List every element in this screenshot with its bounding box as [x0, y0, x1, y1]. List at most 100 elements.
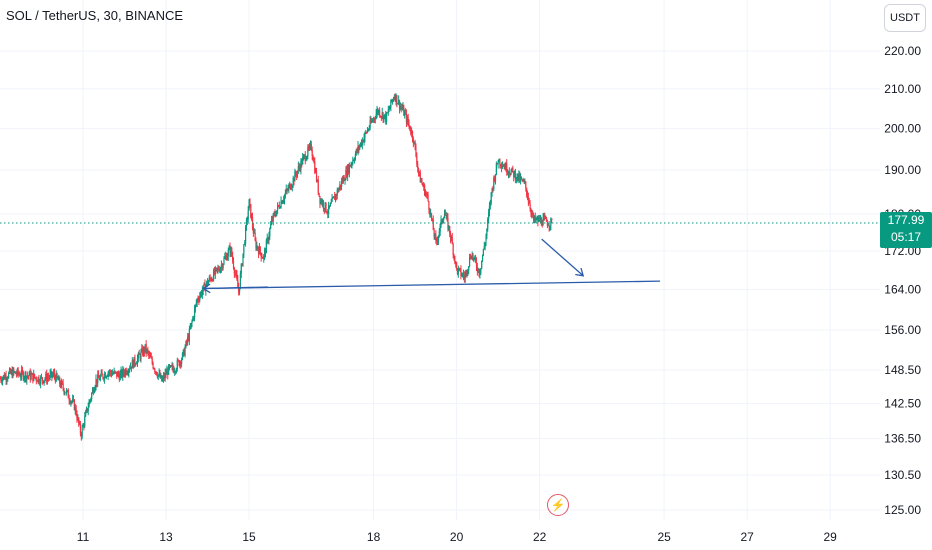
- candle-body: [104, 373, 107, 378]
- candle-body: [265, 240, 267, 254]
- candle-body: [167, 370, 169, 375]
- candle-body: [537, 217, 539, 222]
- candle-body: [245, 220, 248, 227]
- candle-body: [77, 417, 79, 420]
- candle-body: [545, 217, 547, 219]
- candle-body: [42, 380, 44, 383]
- candle-body: [106, 376, 108, 377]
- candle-body: [424, 192, 427, 196]
- candle-body: [23, 377, 25, 380]
- candle-body: [545, 217, 548, 222]
- candle-body: [212, 279, 214, 281]
- time-axis[interactable]: 11 13 15 18 20 22 25 27 29: [77, 530, 837, 544]
- candle-body: [4, 375, 6, 380]
- candle-body: [126, 372, 128, 374]
- candle-body: [515, 178, 517, 181]
- candle-body: [448, 226, 450, 230]
- candle-body: [411, 131, 414, 139]
- candle-body: [199, 296, 201, 301]
- candle-body: [465, 270, 467, 275]
- candle-body: [332, 197, 334, 199]
- candle-body: [264, 250, 266, 256]
- candle-body: [249, 199, 251, 205]
- candle-body: [422, 183, 424, 187]
- candle-body: [297, 166, 299, 171]
- candle-body: [278, 205, 280, 208]
- candle-body: [391, 99, 393, 102]
- candle-body: [85, 408, 88, 412]
- candle-body: [219, 268, 222, 272]
- candle-body: [392, 99, 394, 102]
- candle-body: [307, 147, 309, 157]
- candle-body: [232, 255, 234, 261]
- candle-body: [380, 116, 382, 118]
- candle-body: [110, 370, 112, 373]
- candle-body: [124, 369, 126, 375]
- currency-button[interactable]: USDT: [884, 4, 926, 32]
- candle-body: [430, 212, 432, 215]
- candle-body: [109, 370, 111, 373]
- candle-body: [79, 423, 82, 434]
- candle-body: [166, 370, 168, 375]
- candle-body: [446, 215, 448, 218]
- candle-body: [512, 167, 514, 172]
- candle-body: [239, 273, 242, 289]
- candle-body: [546, 221, 549, 226]
- candle-body: [213, 270, 215, 281]
- candle-body: [443, 217, 445, 221]
- candle-body: [2, 375, 5, 379]
- lightning-icon[interactable]: ⚡: [547, 494, 569, 516]
- candle-body: [72, 399, 75, 401]
- candle-body: [198, 300, 200, 301]
- candle-body: [507, 172, 509, 174]
- candle-body: [62, 383, 64, 389]
- candle-body: [490, 192, 492, 204]
- candle-body: [424, 185, 426, 196]
- candle-body: [412, 138, 414, 144]
- candle-body: [398, 100, 401, 109]
- candle-body: [258, 246, 261, 255]
- candle-body: [302, 155, 305, 158]
- candle-body: [467, 270, 469, 274]
- candle-body: [43, 380, 45, 383]
- candle-body: [91, 389, 94, 394]
- candle-body: [313, 161, 315, 162]
- candle-body: [520, 177, 523, 179]
- candle-body: [76, 414, 78, 420]
- candle-body: [165, 372, 167, 375]
- candle-body: [216, 267, 218, 270]
- candle-body: [548, 225, 550, 227]
- candle-body: [486, 228, 488, 237]
- candle-body: [305, 159, 307, 161]
- candle-body: [123, 373, 126, 375]
- candle-body: [480, 268, 482, 273]
- candle-body: [219, 270, 221, 272]
- candle-body: [295, 171, 297, 175]
- candle-body: [475, 256, 477, 262]
- candle-body: [308, 147, 310, 149]
- candle-body: [382, 112, 384, 121]
- candle-body: [63, 388, 65, 393]
- candle-body: [366, 129, 369, 133]
- candle-body: [24, 372, 26, 378]
- candle-body: [318, 192, 320, 197]
- candle-body: [200, 292, 203, 296]
- candle-body: [494, 174, 497, 181]
- candle-body: [320, 200, 322, 204]
- candle-body: [224, 257, 226, 259]
- price-axis[interactable]: 220.00210.00200.00190.00180.00172.00164.…: [884, 44, 921, 517]
- candle-body: [28, 371, 31, 376]
- y-tick-label: 125.00: [884, 503, 921, 517]
- candle-body: [366, 132, 368, 133]
- candle-body: [187, 336, 189, 343]
- candle-body: [85, 411, 87, 417]
- candle-body: [497, 162, 499, 164]
- candle-body: [136, 357, 139, 364]
- candle-body: [460, 268, 462, 276]
- candle-body: [438, 231, 440, 236]
- candle-body: [315, 170, 318, 181]
- candle-body: [13, 369, 15, 373]
- candle-body: [86, 408, 88, 412]
- candle-body: [177, 360, 179, 362]
